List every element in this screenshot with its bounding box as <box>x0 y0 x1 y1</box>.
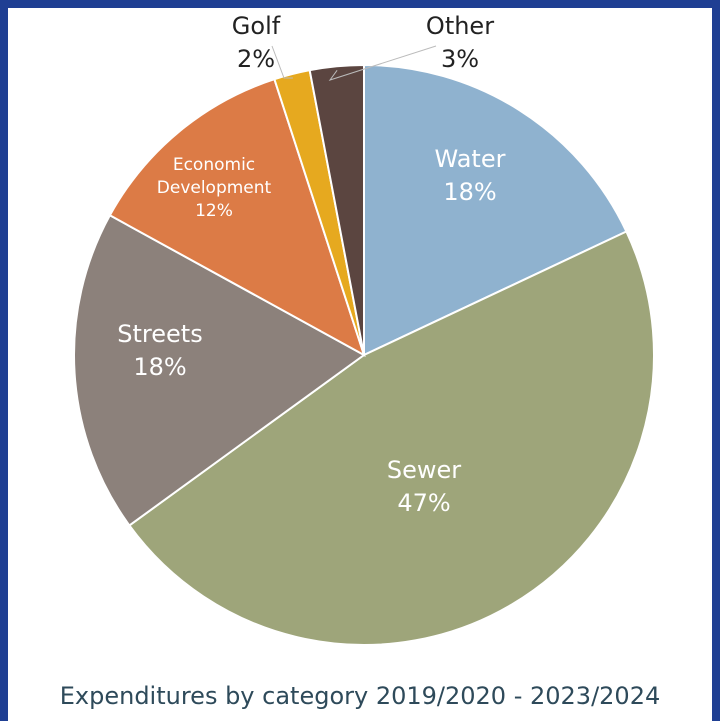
pie-slice-water <box>363 63 628 357</box>
leader-line-golf <box>271 45 293 79</box>
leader-line-other <box>328 45 437 81</box>
pie-slices <box>73 63 655 646</box>
slice-label-golf: Golf 2% <box>232 12 281 73</box>
pie-slice-economic-development <box>108 77 366 358</box>
pie-slice-sewer <box>127 230 655 646</box>
slice-label-water: Water 18% <box>435 145 506 206</box>
pie-slice-streets <box>73 213 366 527</box>
slice-label-streets: Streets 18% <box>117 320 202 381</box>
leader-lines <box>271 45 437 81</box>
pie-slice-other <box>308 63 365 356</box>
slice-labels: Water 18% Sewer 47% Streets 18% Economic Develo… <box>117 12 505 517</box>
chart-title: Expenditures by category 2019/2020 - 202… <box>59 682 661 710</box>
slice-label-economic-development: Economic Development 12% <box>157 155 272 221</box>
slice-label-other: Other 3% <box>426 12 494 73</box>
slice-label-sewer: Sewer 47% <box>387 456 461 517</box>
pie-chart: Water 18% Sewer 47% Streets 18% Economic Develo… <box>73 12 655 646</box>
